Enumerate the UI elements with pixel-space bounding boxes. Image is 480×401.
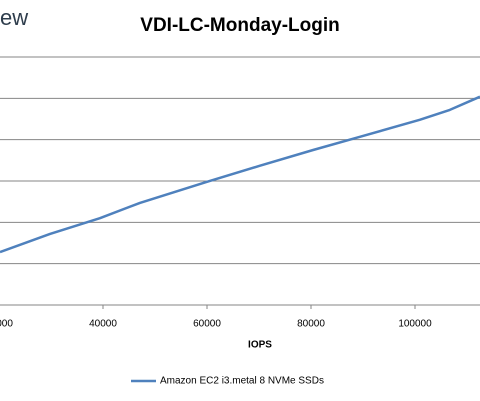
- x-tick-label: 20000: [0, 319, 13, 330]
- x-axis-label: IOPS: [248, 340, 272, 351]
- x-tick-label: 100000: [398, 319, 432, 330]
- x-tick-label: 80000: [297, 319, 325, 330]
- legend-label: Amazon EC2 i3.metal 8 NVMe SSDs: [160, 376, 324, 387]
- logo-text: ew: [0, 5, 28, 30]
- data-line: [0, 95, 480, 254]
- x-tick-label: 40000: [89, 319, 117, 330]
- chart-title: VDI-LC-Monday-Login: [140, 15, 339, 36]
- x-tick-label: 60000: [193, 319, 221, 330]
